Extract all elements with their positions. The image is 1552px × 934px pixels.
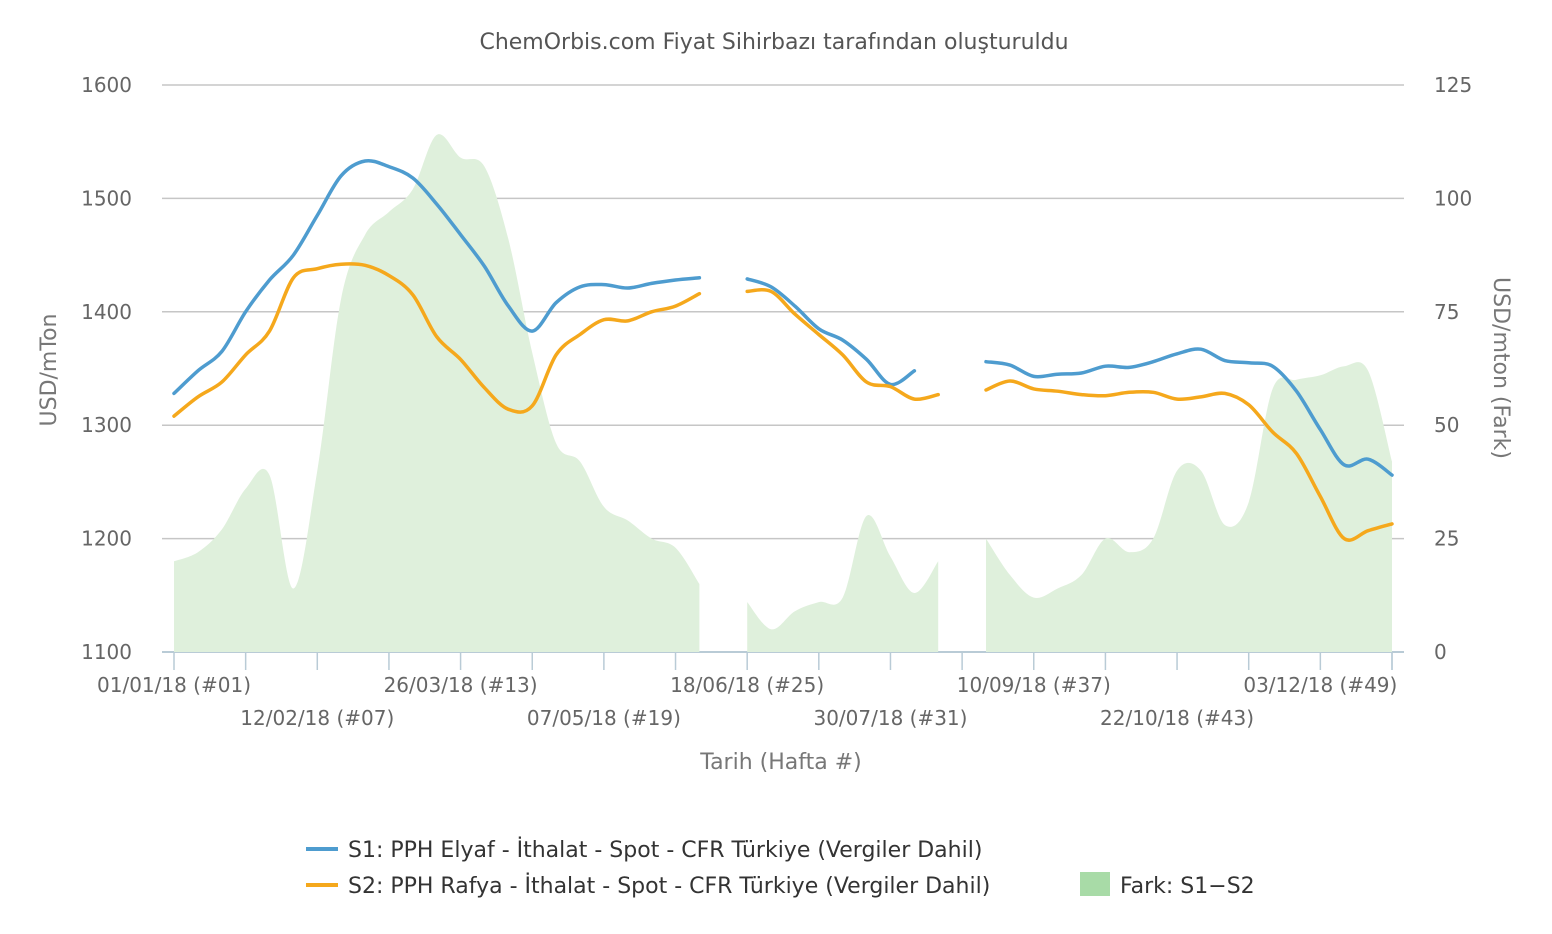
y-left-tick-label: 1600 bbox=[81, 73, 132, 97]
x-tick-label: 03/12/18 (#49) bbox=[1243, 673, 1397, 697]
y-left-tick-label: 1300 bbox=[81, 413, 132, 437]
y-left-tick-label: 1500 bbox=[81, 186, 132, 210]
x-tick-label: 10/09/18 (#37) bbox=[957, 673, 1111, 697]
diff-area bbox=[174, 134, 700, 653]
x-tick-label: 22/10/18 (#43) bbox=[1100, 706, 1254, 730]
diff-area bbox=[986, 362, 1392, 652]
y-right-tick-label: 125 bbox=[1434, 73, 1472, 97]
diff-area-layer bbox=[174, 134, 1392, 653]
series-line-s1 bbox=[745, 277, 917, 387]
legend-label-diff: Fark: S1−S2 bbox=[1120, 874, 1255, 899]
series-lines-layer bbox=[172, 158, 1394, 542]
legend-label-s1: S1: PPH Elyaf - İthalat - Spot - CFR Tür… bbox=[348, 837, 982, 863]
x-tick-label: 07/05/18 (#19) bbox=[527, 706, 681, 730]
y-left-tick-label: 1200 bbox=[81, 527, 132, 551]
series-line-s1 bbox=[984, 347, 1394, 477]
chart-title: ChemOrbis.com Fiyat Sihirbazı tarafından… bbox=[479, 30, 1068, 55]
y-axis-left-title: USD/mTon bbox=[37, 314, 62, 427]
legend-item-diff[interactable]: Fark: S1−S2 bbox=[1080, 872, 1255, 899]
diff-area bbox=[747, 515, 939, 652]
y-right-tick-label: 50 bbox=[1434, 413, 1459, 437]
legend-item-s1[interactable]: S1: PPH Elyaf - İthalat - Spot - CFR Tür… bbox=[306, 837, 982, 863]
x-axis: 01/01/18 (#01) 12/02/18 (#07) 26/03/18 (#1… bbox=[97, 652, 1397, 730]
y-axis-left: 1600 1500 1400 1300 1200 1100 bbox=[81, 73, 132, 664]
series-line-s2 bbox=[984, 379, 1394, 542]
x-axis-title: Tarih (Hafta #) bbox=[699, 750, 861, 775]
series-line-s1 bbox=[172, 158, 702, 396]
series-line-s2 bbox=[745, 287, 940, 402]
y-axis-right: 125 100 75 50 25 0 bbox=[1434, 73, 1472, 664]
x-tick-label: 01/01/18 (#01) bbox=[97, 673, 251, 697]
x-tick-label: 12/02/18 (#07) bbox=[240, 706, 394, 730]
x-tick-label: 26/03/18 (#13) bbox=[384, 673, 538, 697]
y-right-tick-label: 0 bbox=[1434, 640, 1447, 664]
y-axis-right-title: USD/mton (Fark) bbox=[1488, 277, 1513, 459]
y-left-tick-label: 1100 bbox=[81, 640, 132, 664]
y-right-tick-label: 75 bbox=[1434, 300, 1459, 324]
series-line-s2 bbox=[172, 262, 702, 418]
legend: S1: PPH Elyaf - İthalat - Spot - CFR Tür… bbox=[306, 837, 1255, 899]
y-left-tick-label: 1400 bbox=[81, 300, 132, 324]
x-tick-label: 18/06/18 (#25) bbox=[670, 673, 824, 697]
legend-item-s2[interactable]: S2: PPH Rafya - İthalat - Spot - CFR Tür… bbox=[306, 873, 990, 899]
y-right-tick-label: 25 bbox=[1434, 527, 1459, 551]
y-right-tick-label: 100 bbox=[1434, 186, 1472, 210]
legend-swatch-diff bbox=[1080, 872, 1110, 896]
x-tick-label: 30/07/18 (#31) bbox=[813, 706, 967, 730]
legend-label-s2: S2: PPH Rafya - İthalat - Spot - CFR Tür… bbox=[348, 873, 990, 899]
